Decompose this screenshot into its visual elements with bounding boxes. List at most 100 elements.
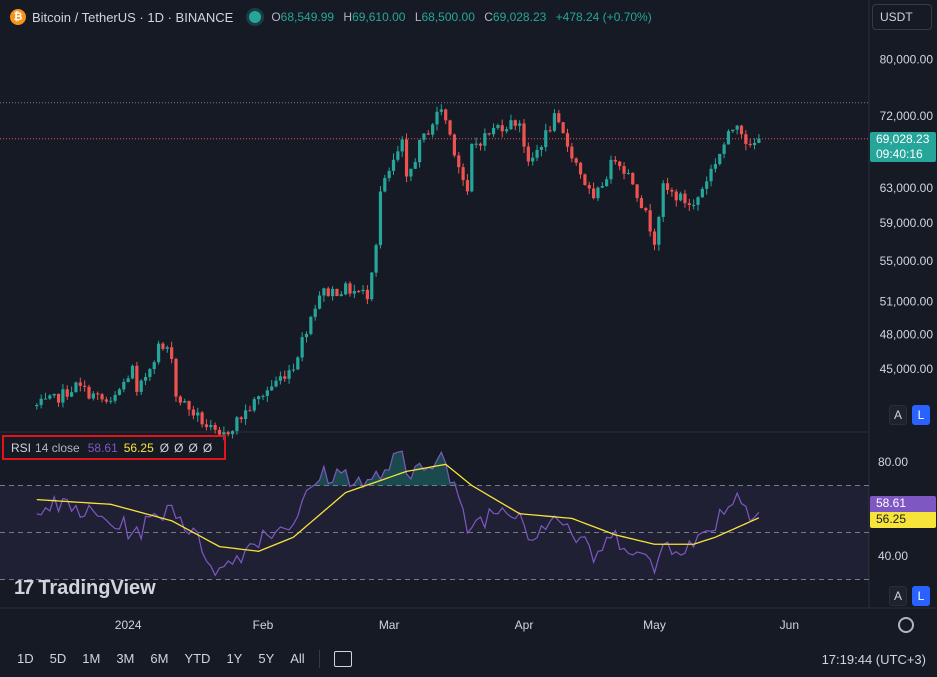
candle-body bbox=[522, 123, 526, 147]
candle-body bbox=[400, 139, 404, 152]
candle-body bbox=[361, 289, 365, 292]
candle-body bbox=[726, 131, 731, 145]
candle-body bbox=[592, 188, 596, 199]
x-tick-label: May bbox=[643, 618, 666, 632]
market-status-icon bbox=[249, 11, 262, 23]
candle-body bbox=[426, 133, 430, 135]
price-tick-label: 45,000.00 bbox=[880, 362, 934, 376]
candle-body bbox=[718, 153, 722, 165]
tradingview-logo[interactable]: 17 TradingView bbox=[14, 577, 156, 600]
rsi-legend[interactable]: RSI 14 close 58.61 56.25 Ø Ø Ø Ø bbox=[2, 435, 226, 460]
gear-icon[interactable] bbox=[898, 617, 914, 633]
candle-body bbox=[478, 143, 483, 146]
candle-body bbox=[652, 231, 657, 245]
candle-body bbox=[109, 400, 113, 402]
candle-body bbox=[39, 398, 43, 405]
candle-body bbox=[78, 382, 82, 386]
candle-body bbox=[752, 142, 757, 146]
candle-body bbox=[70, 392, 74, 397]
candle-body bbox=[204, 424, 209, 428]
range-5y-button[interactable]: 5Y bbox=[258, 651, 275, 666]
candle-body bbox=[222, 432, 226, 435]
rsi-value-tag: 58.61 bbox=[870, 496, 936, 512]
rsi-overbought-fill bbox=[36, 451, 759, 486]
candle-body bbox=[505, 129, 509, 132]
candle-body bbox=[196, 412, 200, 416]
candle-body bbox=[65, 389, 69, 397]
range-5d-button[interactable]: 5D bbox=[49, 651, 67, 666]
candle-body bbox=[700, 188, 704, 198]
candle-body bbox=[544, 130, 548, 148]
high-value: 69,610.00 bbox=[352, 10, 406, 24]
candle-body bbox=[304, 333, 309, 338]
rsi-log-scale-button[interactable]: L bbox=[912, 586, 930, 606]
candle-body bbox=[609, 159, 613, 180]
candle-body bbox=[548, 130, 552, 132]
candle-body bbox=[43, 398, 48, 400]
candle-body bbox=[518, 123, 522, 126]
range-toolbar: 1D 5D 1M 3M 6M YTD 1Y 5Y All bbox=[0, 640, 937, 677]
candle-body bbox=[104, 399, 108, 402]
log-scale-button[interactable]: L bbox=[912, 405, 930, 425]
rsi-auto-scale-button[interactable]: A bbox=[889, 586, 907, 606]
candle-body bbox=[331, 288, 335, 297]
range-1d-button[interactable]: 1D bbox=[17, 651, 34, 666]
range-6m-button[interactable]: 6M bbox=[150, 651, 169, 666]
candle-body bbox=[357, 291, 361, 293]
candle-body bbox=[622, 166, 626, 174]
candle-body bbox=[365, 289, 369, 300]
currency-button[interactable]: USDT bbox=[872, 4, 932, 30]
chart-header: ₿ Bitcoin / TetherUS · 1D · BINANCE O68,… bbox=[10, 8, 658, 26]
candle-body bbox=[457, 155, 461, 168]
candle-body bbox=[535, 149, 539, 158]
candle-body bbox=[170, 347, 174, 359]
candle-body bbox=[596, 187, 600, 199]
candle-body bbox=[487, 133, 491, 135]
candle-body bbox=[83, 385, 87, 387]
candle-body bbox=[309, 316, 313, 334]
ohlc-readout: O68,549.99 H69,610.00 L68,500.00 C69,028… bbox=[271, 10, 652, 24]
candle-body bbox=[252, 399, 256, 411]
candle-body bbox=[757, 138, 761, 143]
candle-body bbox=[326, 288, 330, 297]
price-tick-label: 51,000.00 bbox=[880, 295, 934, 309]
candle-body bbox=[339, 294, 343, 297]
range-1m-button[interactable]: 1M bbox=[82, 651, 101, 666]
candle-body bbox=[265, 390, 269, 396]
tradingview-mark-icon: 17 bbox=[14, 577, 34, 599]
candle-body bbox=[317, 295, 322, 309]
candle-body bbox=[491, 127, 496, 135]
candle-body bbox=[696, 197, 700, 205]
candle-body bbox=[561, 122, 565, 134]
range-1y-button[interactable]: 1Y bbox=[226, 651, 243, 666]
candle-body bbox=[600, 185, 604, 188]
candle-body bbox=[52, 393, 56, 396]
candle-body bbox=[165, 347, 169, 349]
calendar-icon[interactable] bbox=[333, 650, 352, 667]
candle-body bbox=[539, 147, 543, 150]
rsi-ma-value: 56.25 bbox=[123, 440, 154, 455]
candle-body bbox=[639, 198, 644, 209]
symbol-title[interactable]: Bitcoin / TetherUS · 1D · BINANCE bbox=[32, 9, 234, 25]
candle-body bbox=[239, 417, 243, 420]
candle-body bbox=[178, 396, 182, 403]
auto-scale-button[interactable]: A bbox=[889, 405, 907, 425]
rsi-ma-tag: 56.25 bbox=[870, 512, 936, 528]
candle-body bbox=[135, 365, 139, 392]
candle-body bbox=[56, 393, 61, 403]
range-ytd-button[interactable]: YTD bbox=[184, 651, 211, 666]
x-tick-label: Mar bbox=[379, 618, 400, 632]
rsi-line bbox=[36, 450, 760, 577]
candle-body bbox=[117, 389, 122, 395]
range-3m-button[interactable]: 3M bbox=[116, 651, 135, 666]
clock-readout[interactable]: 17:19:44 (UTC+3) bbox=[821, 652, 926, 667]
candle-body bbox=[413, 162, 417, 169]
candle-body bbox=[483, 133, 487, 146]
rsi-name: RSI bbox=[11, 440, 32, 455]
candle-body bbox=[583, 174, 587, 186]
candle-body bbox=[531, 157, 535, 162]
candle-body bbox=[378, 191, 383, 246]
range-all-button[interactable]: All bbox=[290, 651, 305, 666]
